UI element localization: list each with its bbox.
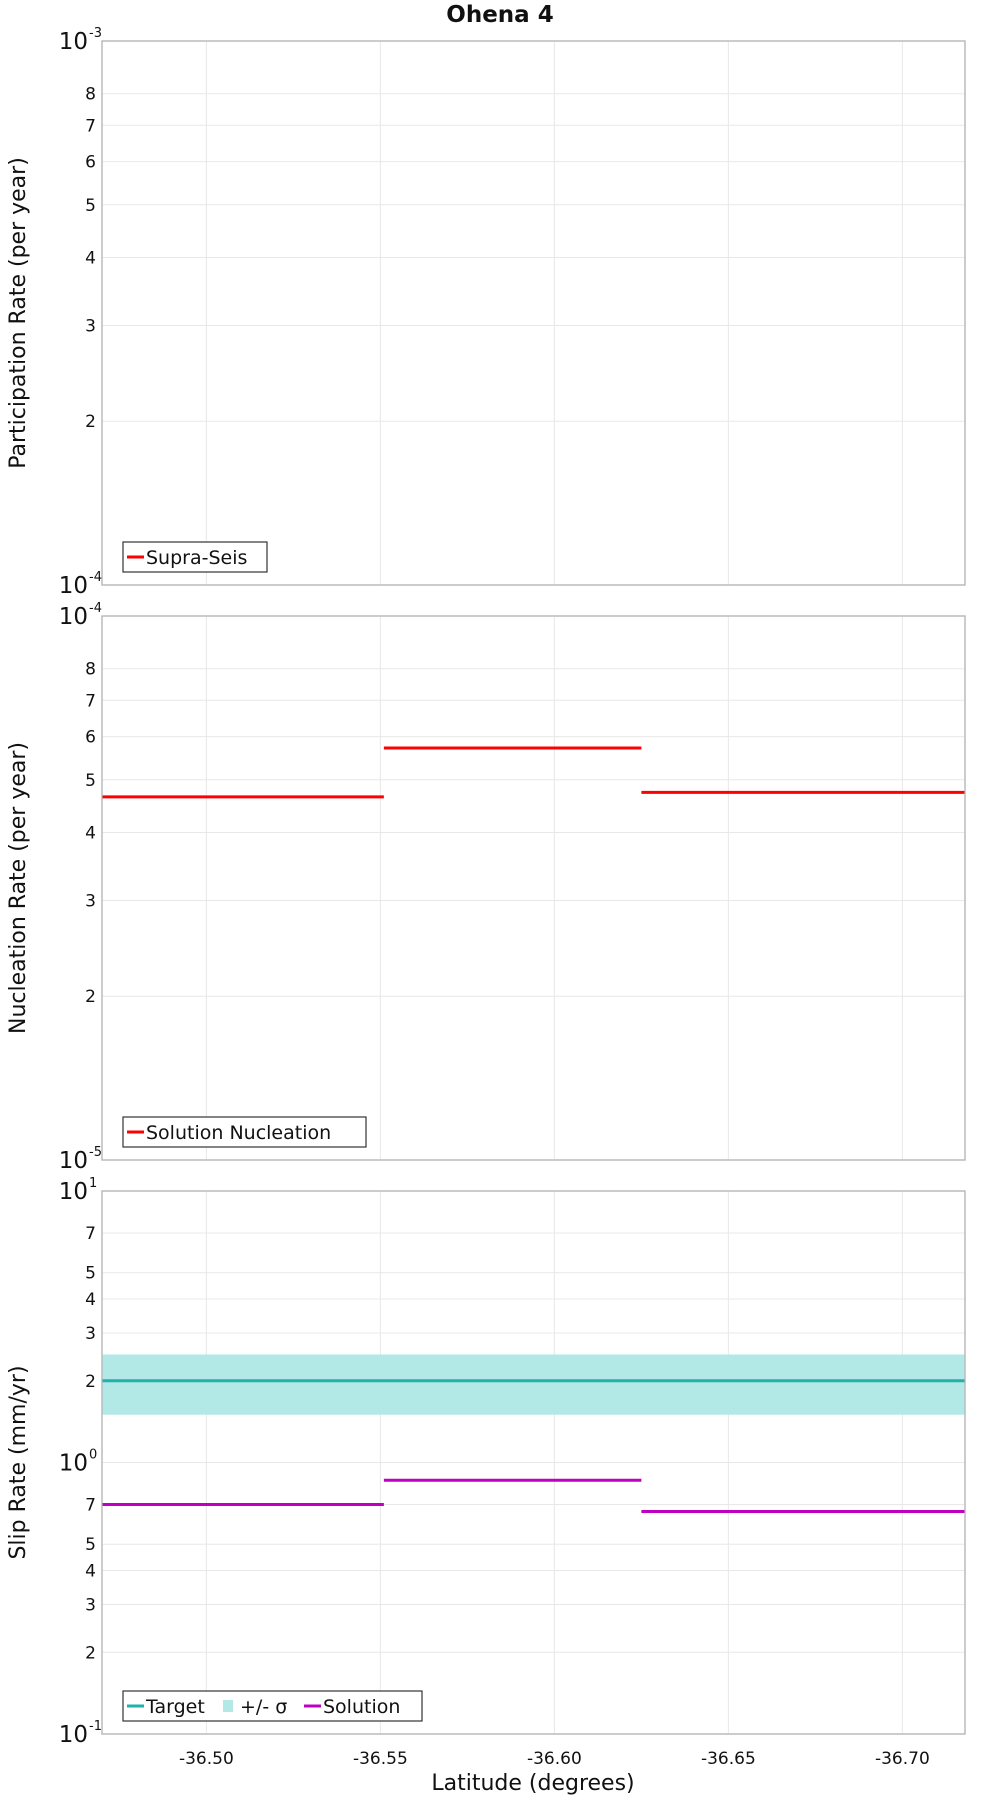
y-tick-label: 5: [85, 1264, 96, 1284]
y-tick-label: 3: [85, 316, 96, 336]
legend: Target +/- σ Solution: [122, 1690, 423, 1722]
y-tick-label: 2: [85, 1643, 96, 1663]
y-tick-label: 2: [85, 1372, 96, 1392]
y-decade-label: 10: [59, 1148, 88, 1174]
y-decade-label: 10: [59, 604, 88, 630]
y-decade-label: 10: [59, 1451, 88, 1477]
y-tick-label: 6: [85, 153, 96, 173]
legend-swatch: [223, 1700, 233, 1712]
y-tick-label: 8: [85, 85, 96, 105]
y-tick-label: 8: [85, 660, 96, 680]
x-tick-label: -36.70: [875, 1749, 930, 1769]
x-axis-title: Latitude (degrees): [431, 1771, 634, 1796]
y-tick-label: 7: [85, 1496, 96, 1516]
y-axis-title: Nucleation Rate (per year): [6, 742, 31, 1034]
y-decade-exponent: -4: [89, 601, 102, 616]
y-decade-label: 10: [59, 1722, 88, 1748]
legend: Supra-Seis: [122, 541, 268, 573]
y-tick-label: 4: [85, 1562, 96, 1582]
y-decade-exponent: -5: [89, 1145, 102, 1160]
y-decade-exponent: 0: [89, 1448, 97, 1463]
y-decade-exponent: -1: [89, 1719, 102, 1734]
legend-label: Solution: [323, 1696, 400, 1718]
y-tick-label: 5: [85, 196, 96, 216]
plot-frame: [101, 40, 966, 586]
x-tick-label: -36.55: [353, 1749, 408, 1769]
y-tick-label: 6: [85, 728, 96, 748]
legend-box: [122, 1116, 367, 1148]
y-tick-label: 2: [85, 412, 96, 432]
plot-frame-outline: [101, 615, 966, 1161]
y-decade-label: 10: [59, 29, 88, 55]
plot-frame-outline: [101, 1190, 966, 1735]
plot-frame: [101, 615, 966, 1161]
y-axis-title: Slip Rate (mm/yr): [6, 1365, 31, 1559]
chart-title: Ohena 4: [446, 2, 553, 28]
legend-label: Solution Nucleation: [146, 1122, 331, 1144]
y-decade-label: 10: [59, 573, 88, 599]
legend-box: [122, 1690, 423, 1722]
legend-box: [122, 541, 268, 573]
y-tick-label: 3: [85, 1595, 96, 1615]
y-tick-label: 5: [85, 1535, 96, 1555]
y-tick-label: 4: [85, 823, 96, 843]
x-tick-label: -36.50: [179, 1749, 234, 1769]
legend: Solution Nucleation: [122, 1116, 367, 1148]
y-axis-title: Participation Rate (per year): [6, 157, 31, 469]
y-decade-exponent: -3: [89, 26, 102, 41]
y-tick-label: 5: [85, 771, 96, 791]
y-decade-label: 10: [59, 1179, 88, 1205]
legend-label: Target: [145, 1696, 205, 1718]
y-tick-label: 2: [85, 987, 96, 1007]
y-decade-exponent: -4: [89, 570, 102, 585]
legend-label: +/- σ: [240, 1696, 287, 1718]
y-tick-label: 4: [85, 248, 96, 268]
y-tick-label: 4: [85, 1290, 96, 1310]
legend-label: Supra-Seis: [146, 547, 247, 569]
y-tick-label: 7: [85, 691, 96, 711]
y-tick-label: 3: [85, 1324, 96, 1344]
plot-frame-outline: [101, 40, 966, 586]
x-tick-label: -36.60: [527, 1749, 582, 1769]
x-tick-label: -36.65: [701, 1749, 756, 1769]
y-tick-label: 7: [85, 1224, 96, 1244]
y-tick-label: 7: [85, 116, 96, 136]
sigma-band: [102, 1354, 965, 1415]
y-decade-exponent: 1: [89, 1176, 97, 1191]
y-tick-label: 3: [85, 891, 96, 911]
